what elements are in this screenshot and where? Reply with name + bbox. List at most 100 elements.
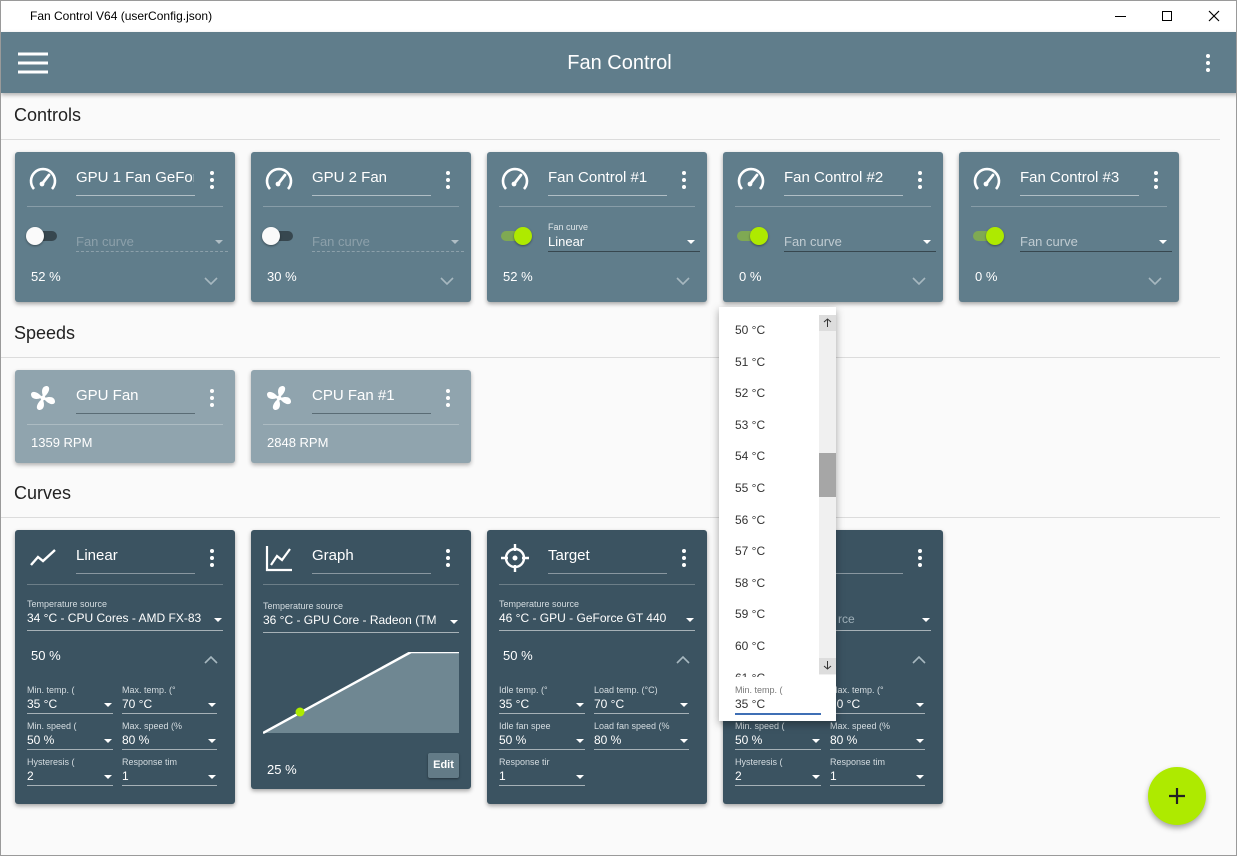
enable-toggle[interactable] [971, 227, 1004, 245]
dropdown-item[interactable]: 50 °C [735, 323, 766, 337]
dropdown-arrow-part [916, 739, 924, 743]
mode-dropdown[interactable]: Fan curve [312, 218, 464, 253]
add-button[interactable] [1148, 767, 1206, 825]
field[interactable]: Min. speed (50 % [27, 718, 113, 752]
temperature-source[interactable]: Temperature source 34 °C - CPU Cores - AM… [27, 596, 223, 632]
dropdown-item[interactable]: 57 °C [735, 544, 766, 559]
field[interactable]: Response tim 1 [122, 754, 217, 788]
card-icon [500, 165, 530, 195]
field-label: Response tir [499, 757, 550, 767]
dropdown-item[interactable]: 60 °C [735, 639, 766, 653]
field[interactable]: Response tir 1 [499, 754, 585, 788]
field[interactable]: Max. temp. (° 70 °C [830, 682, 925, 716]
field-value: 80 % [594, 733, 622, 747]
expand-button[interactable] [912, 272, 926, 286]
scroll-down[interactable] [819, 658, 836, 674]
field[interactable]: Min. speed (50 % [735, 718, 821, 752]
card-icon-part [512, 555, 518, 561]
dropdown-item[interactable]: 55 °C [735, 481, 766, 495]
card-menu[interactable] [444, 170, 452, 190]
dropdown-item[interactable]: 56 °C [735, 512, 766, 527]
expand-button[interactable] [440, 272, 454, 286]
field-label: Min. temp. ( [27, 685, 75, 695]
field[interactable]: Min. temp. (35 °C [735, 682, 821, 716]
card-icon-part [267, 386, 291, 410]
source-underline [263, 632, 459, 633]
source-value: 34 °C - CPU Cores - AMD FX-83 [27, 611, 202, 625]
temperature-source[interactable]: Temperature source 46 °C - GPU - GeForce … [499, 596, 695, 632]
dropdown-arrow-part [576, 703, 584, 707]
field[interactable]: Load fan speed (% 80 % [594, 718, 689, 752]
dropdown-arrow-part [686, 618, 694, 622]
expand-button[interactable] [204, 272, 218, 286]
dropdown-item[interactable]: 51 °C [735, 354, 766, 369]
dropdown-arrow-part [208, 703, 216, 707]
dropdown-arrow-part [1159, 240, 1167, 244]
enable-toggle[interactable] [499, 227, 532, 245]
field[interactable]: Idle temp. (° 35 °C [499, 682, 585, 716]
name-underline [548, 195, 667, 196]
menu-button[interactable] [18, 52, 48, 74]
collapse-button[interactable] [204, 651, 218, 664]
expand-button[interactable] [1148, 272, 1162, 286]
field[interactable]: Hysteresis (2 [735, 754, 821, 788]
dropdown-item[interactable]: 61 °C [735, 671, 765, 677]
field[interactable]: Response tim 1 [830, 754, 925, 788]
enable-toggle[interactable] [262, 227, 295, 245]
mode-dropdown[interactable]: Fan curve Linear [548, 218, 700, 253]
mode-dropdown[interactable]: Fan curve [1020, 218, 1172, 253]
field[interactable]: Max. temp. (° 70 °C [122, 682, 217, 716]
dropdown-item[interactable]: 58 °C [735, 575, 766, 590]
overflow-menu[interactable] [1204, 53, 1212, 73]
field[interactable]: Hysteresis (2 [27, 754, 113, 788]
card-menu[interactable] [444, 548, 452, 568]
dropdown-arrow [104, 731, 112, 743]
close-button[interactable] [1208, 10, 1220, 22]
dropdown-item[interactable]: 54 °C [735, 449, 766, 464]
field[interactable]: Max. speed (% 80 % [830, 718, 925, 752]
card-menu[interactable] [444, 388, 452, 408]
field[interactable]: Load temp. (°C) 70 °C [594, 682, 689, 716]
control-card: Fan Control #2 Fan curve 0 % [723, 152, 943, 302]
minimize-button[interactable] [1115, 16, 1126, 17]
field-underline [499, 785, 585, 786]
card-menu-part [446, 549, 450, 567]
field[interactable]: Max. speed (% 80 % [122, 718, 217, 752]
scroll-up[interactable] [819, 315, 836, 331]
card-menu[interactable] [916, 548, 924, 568]
dropdown-item[interactable]: 52 °C [735, 386, 766, 401]
field[interactable]: Idle fan spee 50 % [499, 718, 585, 752]
collapse-button[interactable] [676, 651, 690, 664]
card-menu[interactable] [1152, 170, 1160, 190]
dropdown-item[interactable]: 59 °C [735, 607, 766, 622]
dropdown-arrow [576, 767, 584, 779]
maximize-button[interactable] [1162, 11, 1172, 21]
mode-dropdown[interactable]: Fan curve [784, 218, 936, 253]
dropdown-item[interactable]: 53 °C [735, 417, 766, 432]
dropdown-arrow-part [215, 240, 223, 244]
card-menu[interactable] [208, 170, 216, 190]
edit-button[interactable]: Edit [428, 753, 459, 778]
collapse-button[interactable] [912, 651, 926, 664]
field[interactable]: Min. temp. (35 °C [27, 682, 113, 716]
mode-dropdown[interactable]: Fan curve [76, 218, 228, 253]
scroll-thumb[interactable] [819, 453, 836, 497]
enable-toggle[interactable] [26, 227, 59, 245]
card-name: Graph [312, 547, 354, 564]
dropdown-arrow-part [208, 739, 216, 743]
card-menu-part [446, 556, 450, 560]
card-menu[interactable] [208, 548, 216, 568]
card-menu[interactable] [680, 548, 688, 568]
expand-button[interactable] [676, 272, 690, 286]
card-menu[interactable] [208, 388, 216, 408]
card-menu[interactable] [916, 170, 924, 190]
dropdown-arrow [208, 695, 216, 707]
temperature-source[interactable]: Temperature source 36 °C - GPU Core - Rad… [263, 598, 459, 634]
dropdown-arrow [215, 232, 223, 244]
control-card: Fan Control #1 Fan curve Linear 52 % [487, 152, 707, 302]
card-menu[interactable] [680, 170, 688, 190]
enable-toggle[interactable] [735, 227, 768, 245]
dropdown-arrow-part [104, 775, 112, 779]
dropdown-arrow [104, 767, 112, 779]
card-divider [499, 206, 695, 207]
